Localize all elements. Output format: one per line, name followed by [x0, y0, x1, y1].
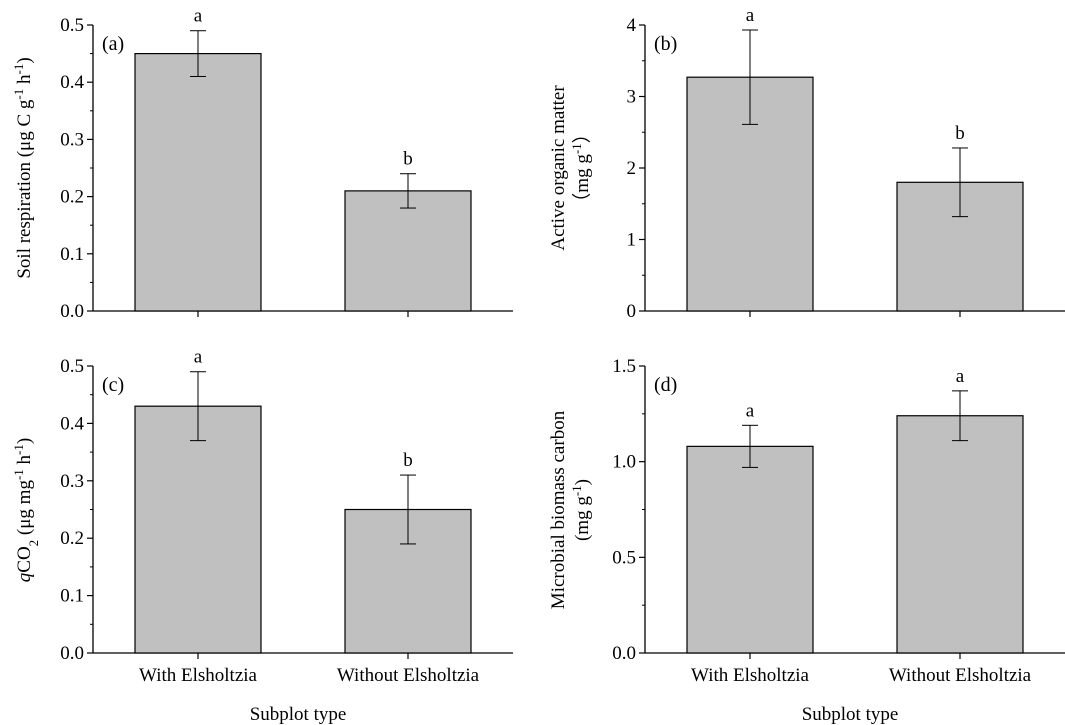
y-tick-label: 0.1 — [60, 586, 84, 607]
y-tick-label: 0.3 — [60, 471, 84, 492]
y-tick-label: 0.0 — [612, 643, 636, 664]
x-category-label: With Elsholtzia — [139, 665, 258, 686]
y-tick-label: 0.0 — [60, 301, 84, 322]
panel-label: (c) — [102, 374, 124, 396]
panel-a: 0.0 0.1 0.2 0.3 0.4 0.5 a b (a) Soil respiration … — [11, 6, 513, 322]
significance-label: b — [403, 450, 413, 471]
panel-label: (b) — [654, 33, 677, 55]
y-tick-label: 0.2 — [60, 528, 84, 549]
y-tick-label: 4 — [627, 15, 637, 36]
y-axis-title: Active organic matter — [548, 85, 569, 251]
significance-label: a — [746, 5, 755, 26]
panel-c: 0.0 0.1 0.2 0.3 0.4 0.5 a b (c) qCO2 (μg mg-1 h-1… — [11, 347, 513, 725]
panel-b: 0 1 2 3 4 a b (b) Active organic matter （mg g-1） — [548, 5, 1065, 322]
x-axis-title: Subplot type — [802, 704, 899, 725]
y-tick-label: 1.5 — [612, 356, 636, 377]
x-axis-title: Subplot type — [250, 704, 347, 725]
significance-label: a — [194, 6, 203, 27]
y-tick-label: 0.0 — [60, 643, 84, 664]
y-tick-label: 0.1 — [60, 244, 84, 265]
y-axis-title: Microbial biomass carbon — [548, 410, 569, 609]
y-axis-title: qCO2 (μg mg-1 h-1) — [11, 438, 41, 582]
panel-label: (a) — [102, 33, 124, 55]
y-tick-label: 0.5 — [60, 15, 84, 36]
y-tick-label: 1.0 — [612, 452, 636, 473]
y-axis-title: （mg g-1） — [569, 124, 594, 211]
bar-with-elsholtzia — [134, 52, 262, 312]
significance-label: b — [403, 149, 413, 170]
panel-label: (d) — [654, 374, 677, 396]
significance-label: a — [194, 347, 203, 368]
y-tick-label: 0.4 — [60, 72, 84, 93]
y-tick-label: 1 — [627, 230, 637, 251]
y-tick-label: 0.4 — [60, 413, 84, 434]
x-category-label: With Elsholtzia — [691, 665, 810, 686]
y-tick-label: 0.3 — [60, 129, 84, 150]
bar-with-elsholtzia — [134, 405, 262, 654]
x-category-label: Without Elsholtzia — [337, 665, 480, 686]
bar-with-elsholtzia — [686, 445, 814, 654]
y-tick-label: 2 — [627, 158, 637, 179]
significance-label: a — [746, 400, 755, 421]
y-axis-title: Soil respiration (μg C g-1 h-1) — [11, 57, 36, 278]
y-tick-label: 0 — [627, 301, 637, 322]
y-tick-label: 0.5 — [612, 547, 636, 568]
bar-without-elsholtzia — [896, 415, 1024, 654]
y-tick-label: 0.2 — [60, 187, 84, 208]
y-tick-label: 3 — [627, 87, 637, 108]
y-tick-label: 0.5 — [60, 356, 84, 377]
y-axis-title: (mg g-1) — [569, 479, 594, 541]
x-category-label: Without Elsholtzia — [889, 665, 1032, 686]
panel-d: 0.0 0.5 1.0 1.5 a a (d) Microbial biomass carbo… — [548, 356, 1065, 725]
significance-label: a — [956, 366, 965, 387]
significance-label: b — [955, 123, 965, 144]
bar-without-elsholtzia — [344, 190, 472, 312]
